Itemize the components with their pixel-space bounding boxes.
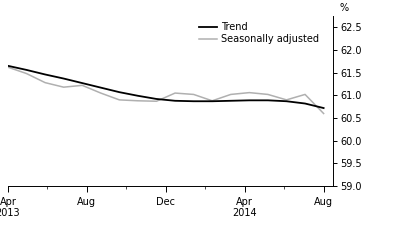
- Text: %: %: [339, 3, 348, 13]
- Legend: Trend, Seasonally adjusted: Trend, Seasonally adjusted: [199, 22, 319, 44]
